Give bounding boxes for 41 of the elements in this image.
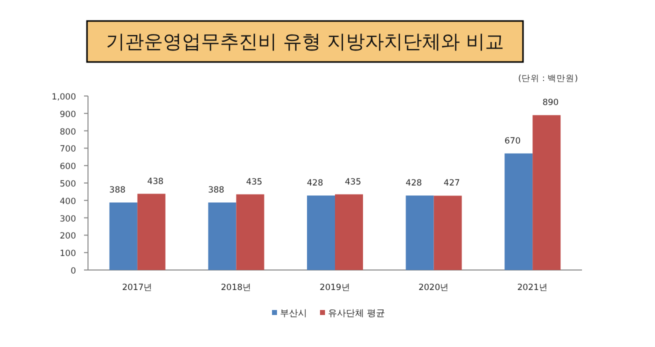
y-tick-label: 800 [60, 127, 76, 138]
y-tick-label: 700 [60, 144, 76, 155]
text: (단위 : 백만원) [518, 74, 578, 84]
y-tick-label: 1,000 [52, 92, 76, 102]
data-label: 428 [406, 178, 422, 189]
bar [137, 194, 166, 270]
data-label: 890 [542, 98, 559, 108]
y-tick-label: 400 [60, 196, 76, 207]
chart-title: 기관운영업무추진비 유형 지방자치단체와 비교 [106, 31, 504, 53]
y-tick-label: 0 [70, 266, 76, 276]
x-tick-label: 2019년 [320, 283, 350, 293]
bar [307, 196, 335, 270]
y-tick-label: 100 [60, 249, 76, 260]
data-label: 388 [208, 185, 224, 196]
data-label: 435 [344, 177, 362, 188]
data-label: 427 [444, 178, 460, 189]
bar [335, 194, 363, 270]
bar [208, 202, 236, 270]
x-tick-label: 2020년 [418, 283, 450, 293]
title-box: 기관운영업무추진비 유형 지방자치단체와 비교 [86, 20, 524, 63]
data-label: 428 [306, 178, 324, 189]
bar [434, 196, 462, 270]
x-tick-label: 2021년 [517, 283, 548, 293]
data-label: 435 [246, 177, 262, 188]
y-tick-label: 900 [60, 110, 76, 120]
data-label: 438 [147, 176, 164, 187]
bar [532, 115, 561, 270]
bar [236, 194, 264, 270]
y-tick-label: 300 [60, 214, 76, 224]
bar [504, 153, 533, 270]
y-tick-label: 500 [60, 180, 76, 190]
bar [406, 196, 434, 270]
data-label: 388 [109, 185, 126, 196]
data-label: 670 [504, 136, 521, 146]
legend-label: 부산시 [280, 309, 307, 319]
x-tick-label: 2018년 [220, 283, 252, 293]
x-tick-label: 2017년 [122, 283, 153, 293]
y-tick-label: 600 [60, 162, 76, 172]
y-tick-label: 200 [60, 232, 76, 242]
bar [109, 202, 138, 270]
legend-label: 유사단체 평균 [328, 309, 385, 319]
